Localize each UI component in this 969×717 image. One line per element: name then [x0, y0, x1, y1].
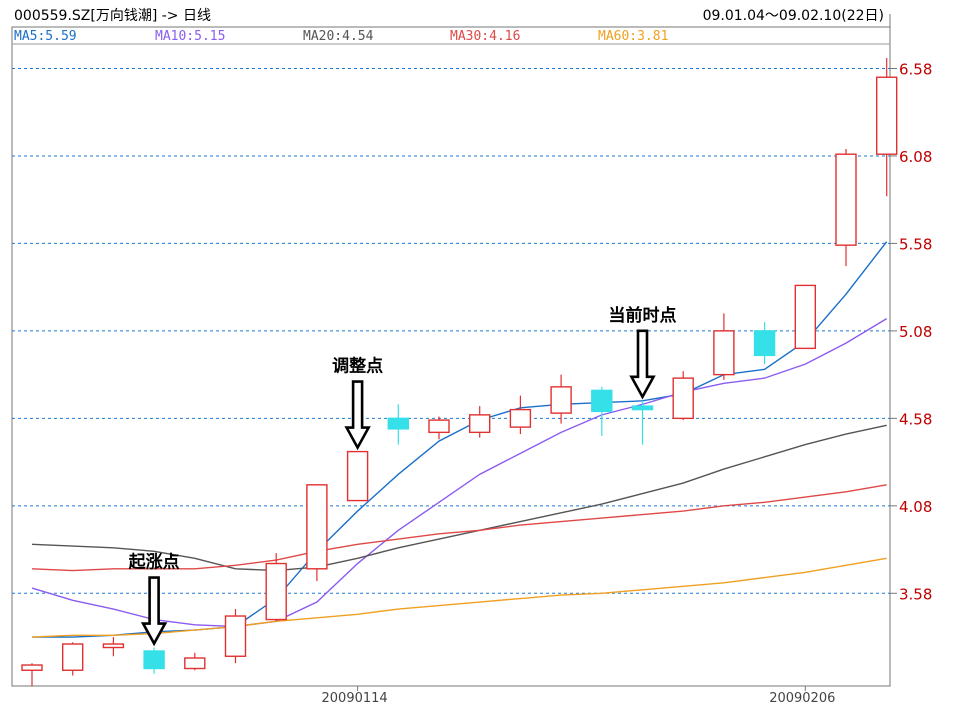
down-arrow-icon	[344, 380, 371, 451]
legend-ma5: MA5:5.59	[14, 29, 77, 44]
annotations: 起涨点 调整点 当前时点	[128, 305, 677, 647]
candle-body-up	[672, 377, 694, 420]
y-tick-label: 5.08	[899, 323, 932, 341]
down-arrow-icon	[140, 576, 168, 647]
candle-body-up	[306, 484, 328, 570]
ma-line-4	[31, 557, 887, 638]
candle	[62, 642, 84, 676]
chart-title: 000559.SZ[万向钱潮] -> 日线	[14, 8, 211, 24]
candle	[835, 148, 857, 267]
candle	[265, 553, 287, 622]
annotation-label: 调整点	[332, 356, 383, 377]
candle-body-up	[346, 450, 369, 502]
plot-frame	[11, 26, 891, 687]
y-tick-label: 4.08	[899, 498, 932, 516]
candle	[428, 416, 450, 440]
candle-body-down	[753, 330, 776, 357]
date-range: 09.01.04～09.02.10(22日)	[703, 8, 884, 24]
y-tick-label: 6.58	[899, 60, 932, 78]
candle	[713, 313, 735, 380]
candle	[631, 400, 654, 445]
y-tick-label: 4.58	[899, 410, 932, 428]
candle	[876, 57, 898, 197]
moving-average-lines	[31, 241, 888, 638]
candle	[469, 406, 491, 438]
candle-body-up	[102, 643, 125, 649]
annotation-label: 当前时点	[609, 305, 677, 326]
candle	[794, 284, 816, 350]
annotation: 当前时点	[609, 305, 677, 400]
candle	[224, 609, 247, 664]
x-tick-label: 20090114	[322, 691, 388, 706]
legend-ma20: MA20:4.54	[303, 29, 374, 44]
candle	[509, 395, 532, 435]
legend-ma60: MA60:3.81	[598, 29, 668, 44]
ma-line-1	[31, 318, 888, 628]
y-tick-label: 6.08	[899, 148, 932, 166]
candle	[672, 371, 694, 421]
annotation: 调整点	[332, 356, 383, 451]
candle-body-up	[265, 562, 287, 621]
candle	[387, 404, 409, 445]
candle-body-up	[509, 408, 532, 428]
candle-body-up	[469, 414, 491, 434]
candle-body-up	[835, 153, 857, 246]
x-axis-labels: 20090114 20090206	[322, 686, 835, 706]
candle-body-up	[224, 615, 247, 657]
candle-body-down	[387, 417, 409, 430]
ma-line-2	[31, 424, 887, 572]
candle	[306, 484, 328, 582]
annotation: 起涨点	[128, 552, 180, 647]
legend-ma30: MA30:4.16	[450, 29, 520, 44]
x-tick-label: 20090206	[769, 691, 835, 706]
down-arrow-icon	[629, 329, 656, 400]
candle	[346, 450, 369, 502]
legend-ma10: MA10:5.15	[155, 29, 225, 44]
candle-body-up	[550, 386, 572, 414]
candle-body-up	[21, 664, 43, 671]
candle	[550, 374, 572, 424]
candle	[143, 647, 165, 674]
ma-line-0	[32, 241, 888, 638]
candle	[21, 663, 43, 686]
y-tick-label: 5.58	[899, 235, 932, 253]
candle	[102, 637, 125, 657]
candle	[591, 386, 613, 436]
candle	[184, 652, 206, 671]
candle-body-up	[62, 643, 84, 671]
ma-legend: MA5:5.59 MA10:5.15 MA20:4.54 MA30:4.16 M…	[14, 29, 668, 44]
ma-line-3	[31, 484, 887, 572]
candle-body-up	[876, 76, 898, 155]
candle-body-down	[631, 405, 654, 411]
candle-body-up	[428, 419, 450, 434]
candles	[21, 57, 898, 686]
candle	[753, 322, 776, 365]
annotation-label: 起涨点	[128, 552, 180, 573]
y-tick-label: 3.58	[899, 585, 932, 603]
candle-body-down	[143, 650, 165, 670]
y-axis-labels: 3.58 4.08 4.58 5.08 5.58 6.08 6.58	[899, 60, 932, 603]
candle-body-down	[591, 389, 613, 413]
candle-body-up	[794, 284, 816, 350]
candle-body-up	[184, 657, 206, 670]
candle-body-up	[713, 330, 735, 376]
